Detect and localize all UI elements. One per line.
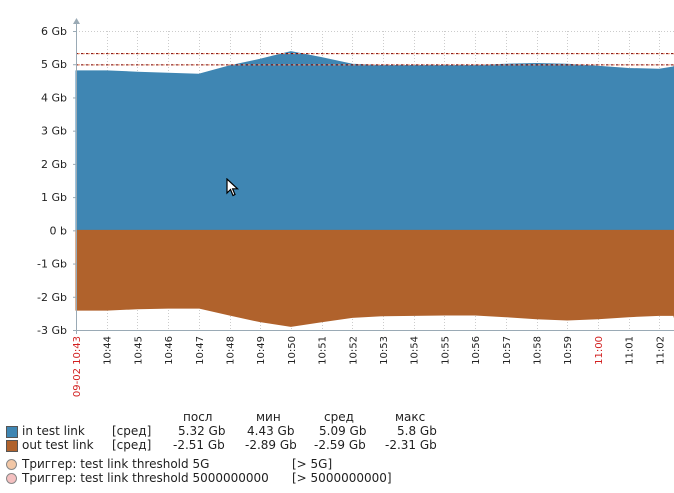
legend-min-value: -2.89 Gb [245, 438, 297, 452]
x-tick-label: 10:44 [103, 336, 114, 365]
legend-header-max: макс [395, 410, 426, 424]
legend-swatch [6, 440, 18, 452]
x-tick-label: 10:49 [256, 336, 267, 365]
series-areas [75, 51, 674, 327]
trigger-label: Триггер: test link threshold 5000000000 [22, 471, 269, 485]
legend-header-avg: сред [324, 410, 354, 424]
traffic-chart: 6 Gb 5 Gb 4 Gb 3 Gb 2 Gb 1 Gb 0 b -1 Gb -2 Gb -3 … [37, 18, 674, 397]
legend-trigger: Триггер: test link threshold 5000000000 … [0, 471, 674, 486]
legend-last-value: 5.32 Gb [178, 424, 226, 438]
x-tick-label: 10:57 [502, 336, 513, 365]
x-tick-label: 10:48 [226, 336, 237, 365]
x-tick-label: 10:58 [533, 336, 544, 365]
legend-series-name: out test link [22, 438, 94, 452]
x-tick-label: 10:53 [379, 336, 390, 365]
legend-max-value: -2.31 Gb [385, 438, 437, 452]
x-tick-label: 10:50 [287, 336, 298, 365]
x-tick-label: 10:52 [348, 336, 359, 365]
x-tick-label: 10:54 [410, 336, 421, 365]
y-axis-arrow-icon [73, 18, 80, 24]
legend-avg-value: -2.59 Gb [314, 438, 366, 452]
x-tick-label: 10:59 [563, 336, 574, 365]
x-tick-label: 11:01 [625, 336, 636, 365]
y-tick-label: 2 Gb [41, 158, 67, 171]
y-tick-label: 5 Gb [41, 58, 67, 71]
trigger-dot-icon [6, 473, 17, 484]
y-tick-label: 0 b [50, 224, 67, 237]
legend-series-name: in test link [22, 424, 85, 438]
mouse-pointer-icon [226, 178, 240, 197]
legend-item: out test link [сред] -2.51 Gb -2.89 Gb -… [0, 438, 674, 453]
legend-func: [сред] [112, 424, 152, 438]
x-tick-label: 10:47 [195, 336, 206, 365]
series-area [75, 51, 674, 231]
legend-header-min: мин [256, 410, 281, 424]
legend-swatch [6, 426, 18, 438]
x-tick-label: 11:00 [594, 336, 605, 365]
legend-min-value: 4.43 Gb [247, 424, 295, 438]
legend-last-value: -2.51 Gb [173, 438, 225, 452]
x-tick-label-start: 09-02 10:43 [72, 336, 83, 397]
x-tick-label: 11:02 [655, 336, 666, 365]
threshold-lines [76, 53, 674, 66]
legend-avg-value: 5.09 Gb [319, 424, 367, 438]
trigger-label: Триггер: test link threshold 5G [22, 457, 210, 471]
y-tick-label: 3 Gb [41, 125, 67, 138]
trigger-condition: [> 5000000000] [292, 471, 392, 485]
trigger-dot-icon [6, 459, 17, 470]
y-tick-label: -1 Gb [37, 258, 67, 271]
x-tick-label: 10:51 [318, 336, 329, 365]
x-tick-label: 10:55 [440, 336, 451, 365]
series-area [75, 229, 674, 327]
x-tick-label: 10:46 [164, 336, 175, 365]
y-axis-tick-labels: 6 Gb 5 Gb 4 Gb 3 Gb 2 Gb 1 Gb 0 b -1 Gb -2 Gb -3 … [37, 25, 67, 337]
y-tick-label: -2 Gb [37, 291, 67, 304]
x-tick-label: 10:56 [471, 336, 482, 365]
x-tick-label: 10:45 [133, 336, 144, 365]
axes [73, 18, 674, 334]
y-tick-label: -3 Gb [37, 324, 67, 337]
y-tick-label: 6 Gb [41, 25, 67, 38]
x-axis-tick-labels: 09-02 10:43 10:44 10:45 10:46 10:47 10:48 10:4… [72, 336, 666, 397]
legend-max-value: 5.8 Gb [397, 424, 437, 438]
legend-func: [сред] [112, 438, 152, 452]
legend-item: in test link [сред] 5.32 Gb 4.43 Gb 5.09… [0, 424, 674, 439]
y-tick-label: 4 Gb [41, 91, 67, 104]
y-tick-label: 1 Gb [41, 191, 67, 204]
trigger-condition: [> 5G] [292, 457, 333, 471]
legend-header-last: посл [183, 410, 213, 424]
legend-trigger: Триггер: test link threshold 5G [> 5G] [0, 457, 674, 472]
